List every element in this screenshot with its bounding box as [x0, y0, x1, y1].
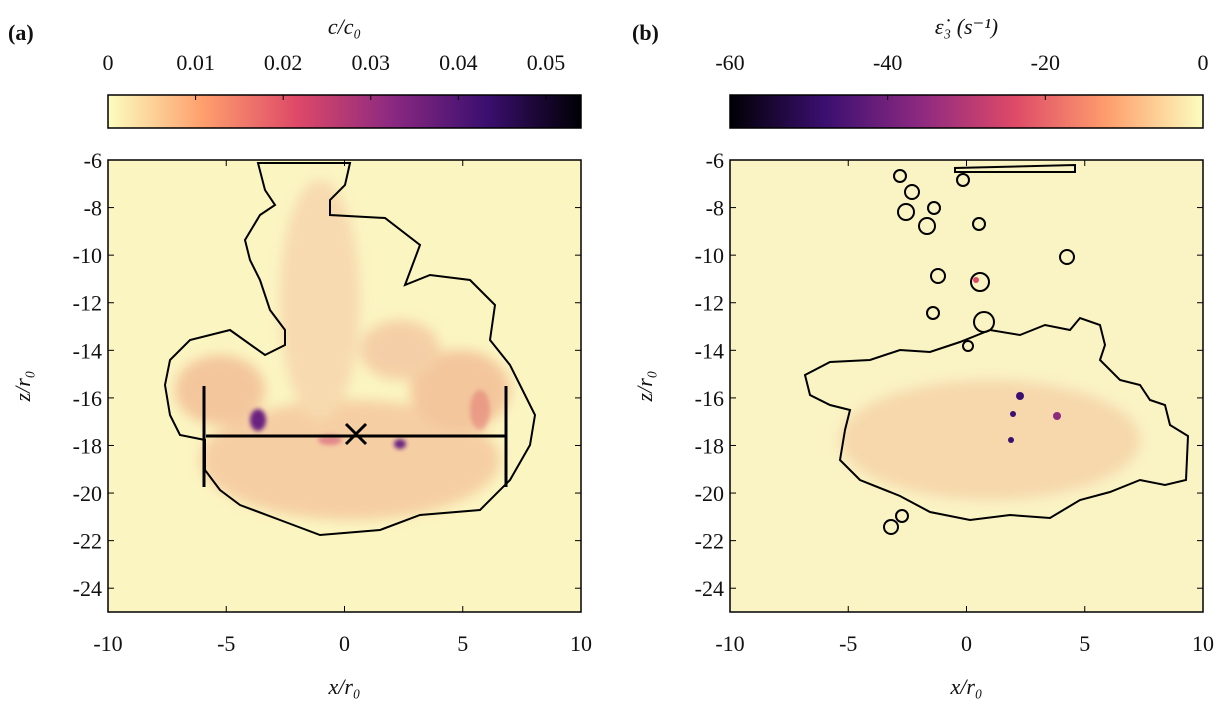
y-tick-label: -6 — [84, 148, 102, 173]
colorbar-tick-label: 0 — [103, 50, 114, 75]
y-tick-label: -14 — [73, 338, 102, 363]
y-tick-label: -20 — [695, 481, 724, 506]
y-tick-label: -16 — [73, 386, 102, 411]
colorbar-tick-label: 0.01 — [176, 50, 215, 75]
y-tick-label: -22 — [73, 529, 102, 554]
panel-label: (a) — [8, 20, 34, 45]
contour — [163, 162, 537, 537]
x-tick-label: 10 — [570, 631, 592, 656]
y-tick-label: -24 — [695, 576, 724, 601]
colorbar-tick-label: 0.03 — [352, 50, 391, 75]
y-tick-label: -6 — [706, 148, 724, 173]
y-tick-label: -20 — [73, 481, 102, 506]
y-tick-label: -8 — [84, 196, 102, 221]
colorbar — [107, 94, 582, 129]
x-tick-label: -10 — [93, 631, 122, 656]
colorbar-label: ε̇₃ (s⁻¹) — [935, 14, 998, 39]
x-axis-label: x/r₀ — [327, 674, 360, 699]
y-tick-label: -12 — [695, 291, 724, 316]
y-tick-label: -10 — [695, 243, 724, 268]
panel-label: (b) — [632, 20, 659, 45]
y-tick-label: -14 — [695, 338, 724, 363]
y-tick-label: -10 — [73, 243, 102, 268]
y-axis-label: z/r₀ — [632, 371, 657, 403]
y-tick-label: -8 — [706, 196, 724, 221]
colorbar-tick-label: -60 — [715, 50, 744, 75]
colorbar-tick-label: -20 — [1031, 50, 1060, 75]
x-tick-label: 5 — [457, 631, 468, 656]
colorbar-tick-label: -40 — [873, 50, 902, 75]
colorbar-tick-label: 0.05 — [527, 50, 566, 75]
x-tick-label: 5 — [1079, 631, 1090, 656]
x-tick-label: -5 — [839, 631, 857, 656]
field-b — [730, 160, 1203, 612]
contour-islands — [883, 163, 1076, 535]
colorbar-label: c/c₀ — [328, 14, 361, 39]
x-axis-label: x/r₀ — [949, 674, 982, 699]
y-tick-label: -18 — [695, 433, 724, 458]
transect — [202, 386, 508, 487]
x-tick-label: -10 — [715, 631, 744, 656]
x-tick-label: 10 — [1192, 631, 1214, 656]
colorbar — [729, 94, 1204, 129]
y-tick-label: -18 — [73, 433, 102, 458]
y-axis-label: z/r₀ — [10, 371, 35, 403]
y-tick-label: -16 — [695, 386, 724, 411]
colorbar-tick-label: 0 — [1198, 50, 1209, 75]
x-tick-label: 0 — [339, 631, 350, 656]
colorbar-tick-label: 0.04 — [439, 50, 478, 75]
y-tick-label: -22 — [695, 529, 724, 554]
x-tick-label: -5 — [217, 631, 235, 656]
y-tick-label: -12 — [73, 291, 102, 316]
y-tick-label: -24 — [73, 576, 102, 601]
field-a — [108, 160, 581, 612]
x-tick-label: 0 — [961, 631, 972, 656]
colorbar-tick-label: 0.02 — [264, 50, 303, 75]
